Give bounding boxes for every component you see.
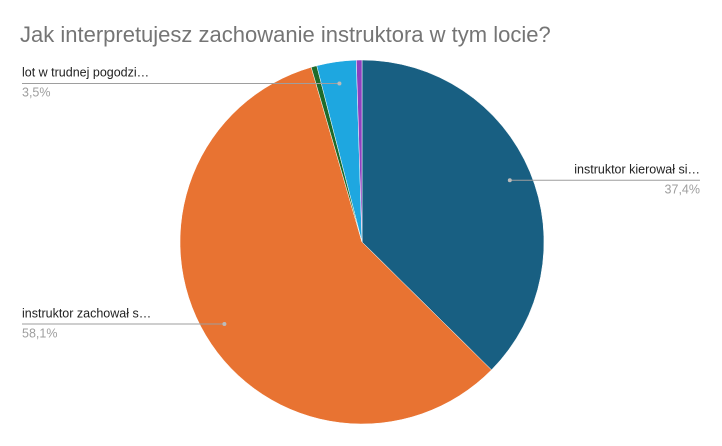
slice-value-label: 3,5% bbox=[22, 86, 51, 100]
slice-value-label: 37,4% bbox=[665, 183, 700, 197]
slice-label: instruktor zachował s… bbox=[22, 306, 151, 320]
chart-title: Jak interpretujesz zachowanie instruktor… bbox=[20, 22, 551, 47]
pie-slice bbox=[356, 59, 363, 243]
leader-dot bbox=[337, 81, 342, 86]
leader-dot bbox=[507, 178, 512, 183]
pie-slice bbox=[361, 59, 545, 371]
slice-label: lot w trudnej pogodzi… bbox=[22, 66, 149, 80]
slice-value-label: 58,1% bbox=[22, 326, 57, 340]
slice-label: instruktor kierował si… bbox=[574, 163, 700, 177]
leader-dot bbox=[222, 321, 227, 326]
pie-slice bbox=[179, 66, 492, 425]
